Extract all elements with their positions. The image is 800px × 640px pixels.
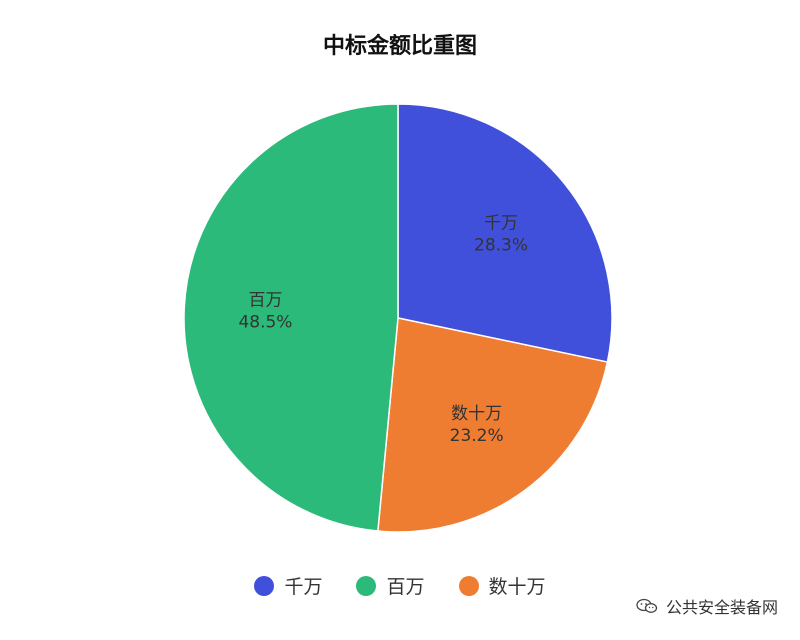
legend-item-shushiwan[interactable]: 数十万 xyxy=(458,572,546,599)
chart-title: 中标金额比重图 xyxy=(322,34,477,59)
pie-slice-0[interactable] xyxy=(397,103,613,363)
slice-name-label: 千万 xyxy=(484,213,518,233)
legend-item-baiwan[interactable]: 百万 xyxy=(356,572,425,599)
watermark-text: 公共安全装备网 xyxy=(665,598,778,617)
slice-percent-label: 23.2% xyxy=(450,426,504,446)
wechat-icon xyxy=(636,598,658,613)
watermark: 公共安全装备网 xyxy=(636,594,778,618)
slice-percent-label: 28.3% xyxy=(474,235,528,255)
legend-label: 百万 xyxy=(386,576,425,598)
pie-slice-2[interactable] xyxy=(183,103,399,532)
slice-name-label: 数十万 xyxy=(451,404,502,424)
pie-slice-1[interactable] xyxy=(377,317,609,533)
legend-item-qianwan[interactable]: 千万 xyxy=(254,572,322,599)
legend-swatch xyxy=(356,575,377,596)
legend-label: 数十万 xyxy=(488,576,546,598)
legend-label: 千万 xyxy=(284,576,323,598)
legend-swatch xyxy=(254,575,275,596)
legend: 千万 百万 数十万 xyxy=(0,572,800,599)
legend-swatch xyxy=(458,575,479,596)
slice-percent-label: 48.5% xyxy=(238,313,292,333)
slice-name-label: 百万 xyxy=(248,291,282,311)
